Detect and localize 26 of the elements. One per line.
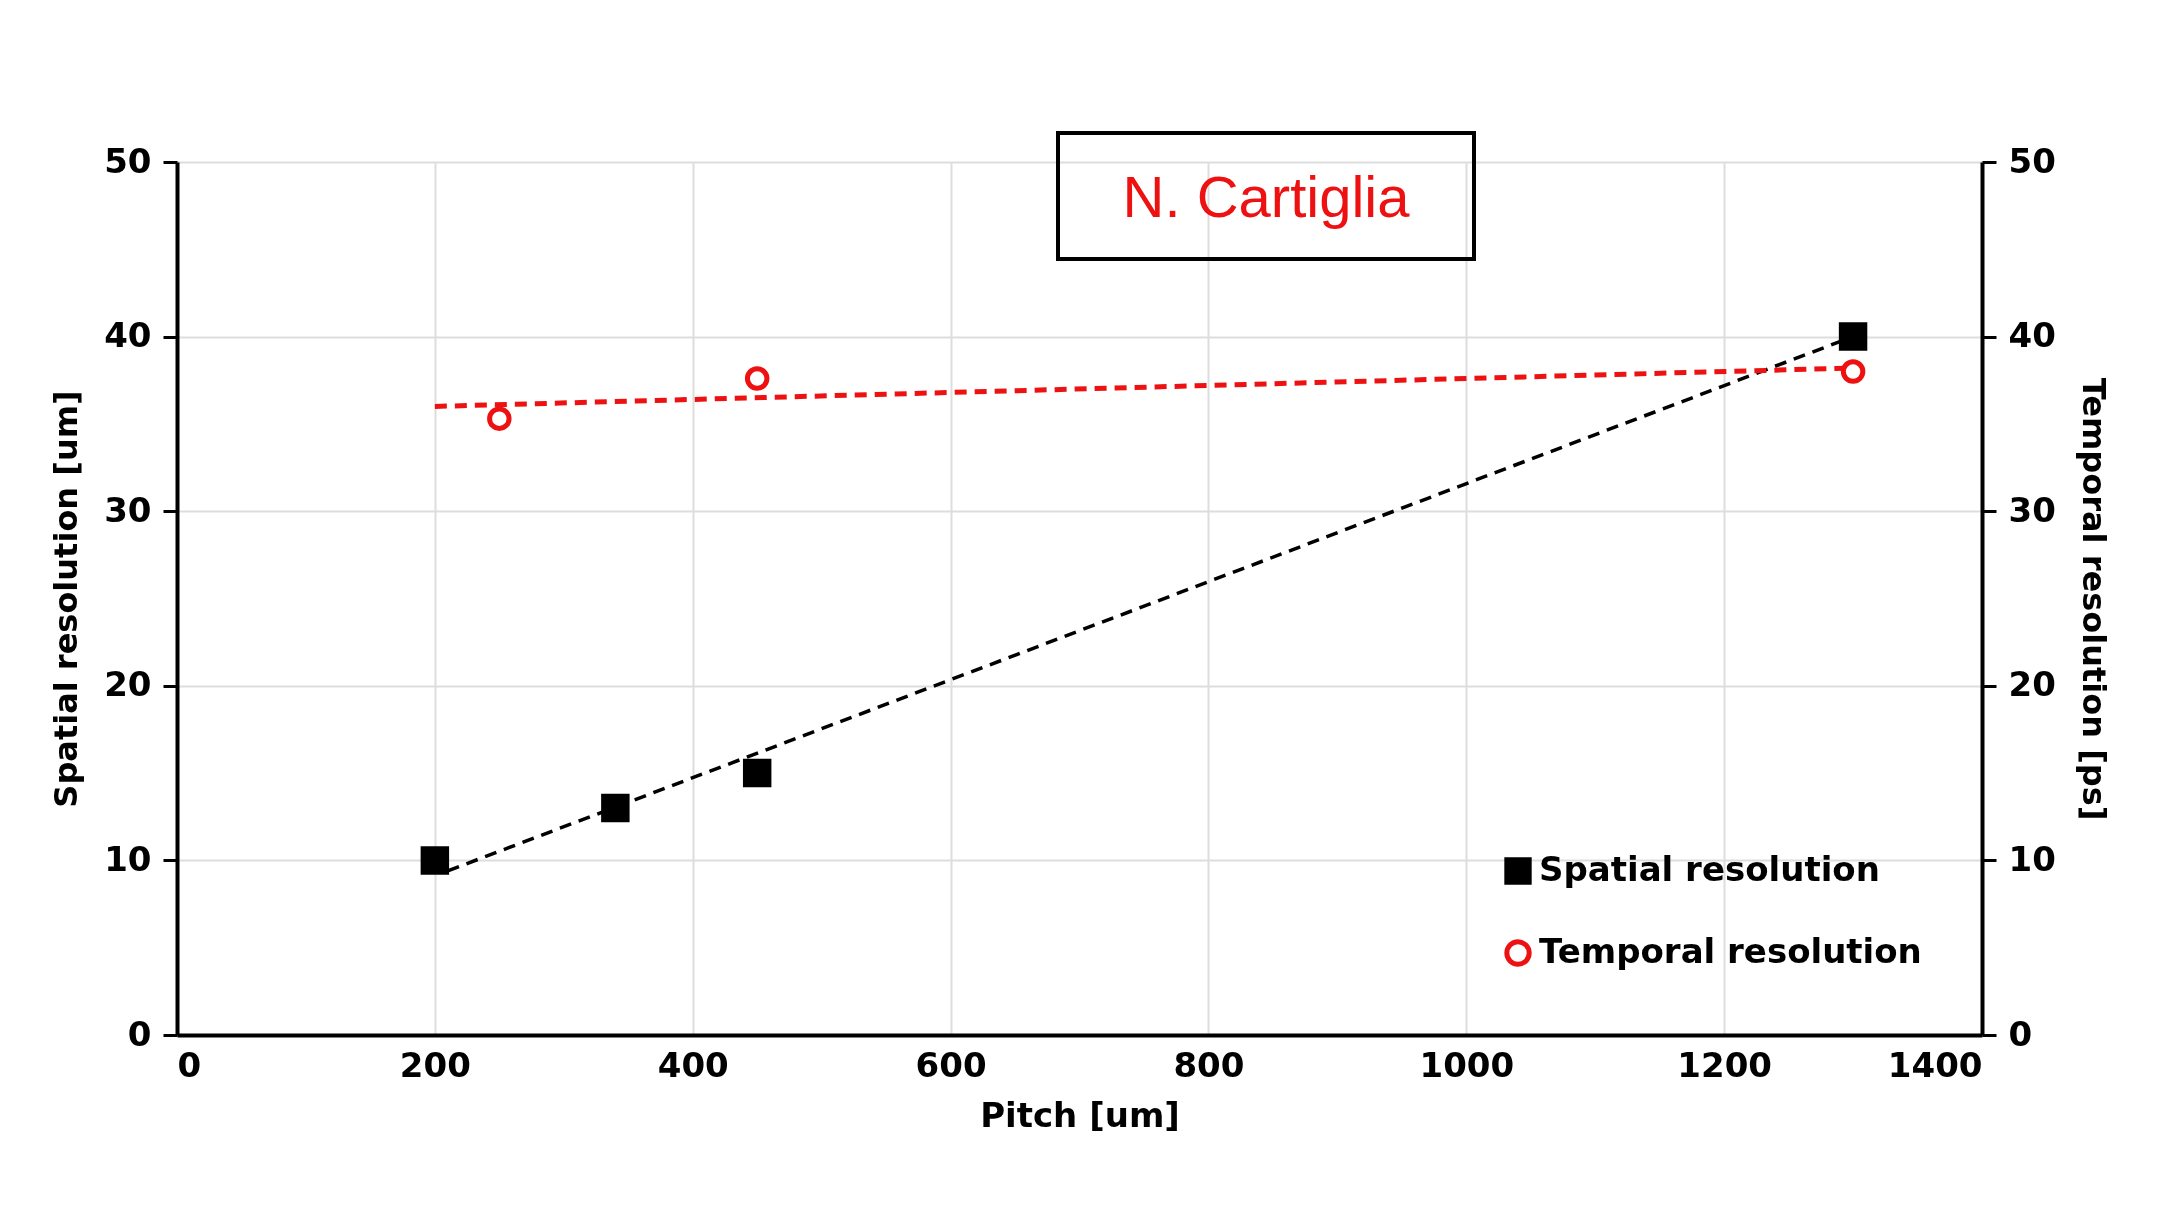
x-axis-title: Pitch [um]	[980, 1094, 1180, 1135]
x-tick-label: 1200	[1677, 1044, 1772, 1085]
x-tick-label: 800	[1173, 1044, 1245, 1085]
x-tick-label: 400	[657, 1044, 729, 1085]
y2-tick-label: 30	[2008, 489, 2056, 530]
legend-label: Temporal resolution	[1539, 931, 1922, 971]
y-tick-label: 40	[104, 315, 152, 356]
y2-tick-label: 20	[2008, 664, 2056, 705]
y-tick-label: 30	[104, 489, 152, 530]
legend-label: Spatial resolution	[1539, 849, 1880, 889]
x-tick-label: 1400	[1887, 1044, 1983, 1085]
y-tick-label: 50	[104, 140, 152, 181]
y2-tick-label: 10	[2008, 838, 2056, 879]
name-box: N. Cartiglia	[1056, 131, 1476, 261]
y2-tick-label: 50	[2008, 140, 2056, 181]
x-tick-label: 0	[177, 1044, 202, 1085]
y-tick-label: 20	[104, 664, 152, 705]
x-tick-label: 600	[915, 1044, 987, 1085]
y-tick-label: 10	[104, 838, 152, 879]
y2-axis-title: Temporal resolution [ps]	[2074, 377, 2113, 821]
y2-tick-label: 40	[2008, 315, 2056, 356]
x-tick-label: 1000	[1419, 1044, 1515, 1085]
y2-tick-label: 0	[2008, 1013, 2033, 1054]
y-tick-label: 0	[127, 1013, 152, 1054]
y-axis-title: Spatial resolution [um]	[47, 390, 86, 808]
x-tick-label: 200	[399, 1044, 471, 1085]
